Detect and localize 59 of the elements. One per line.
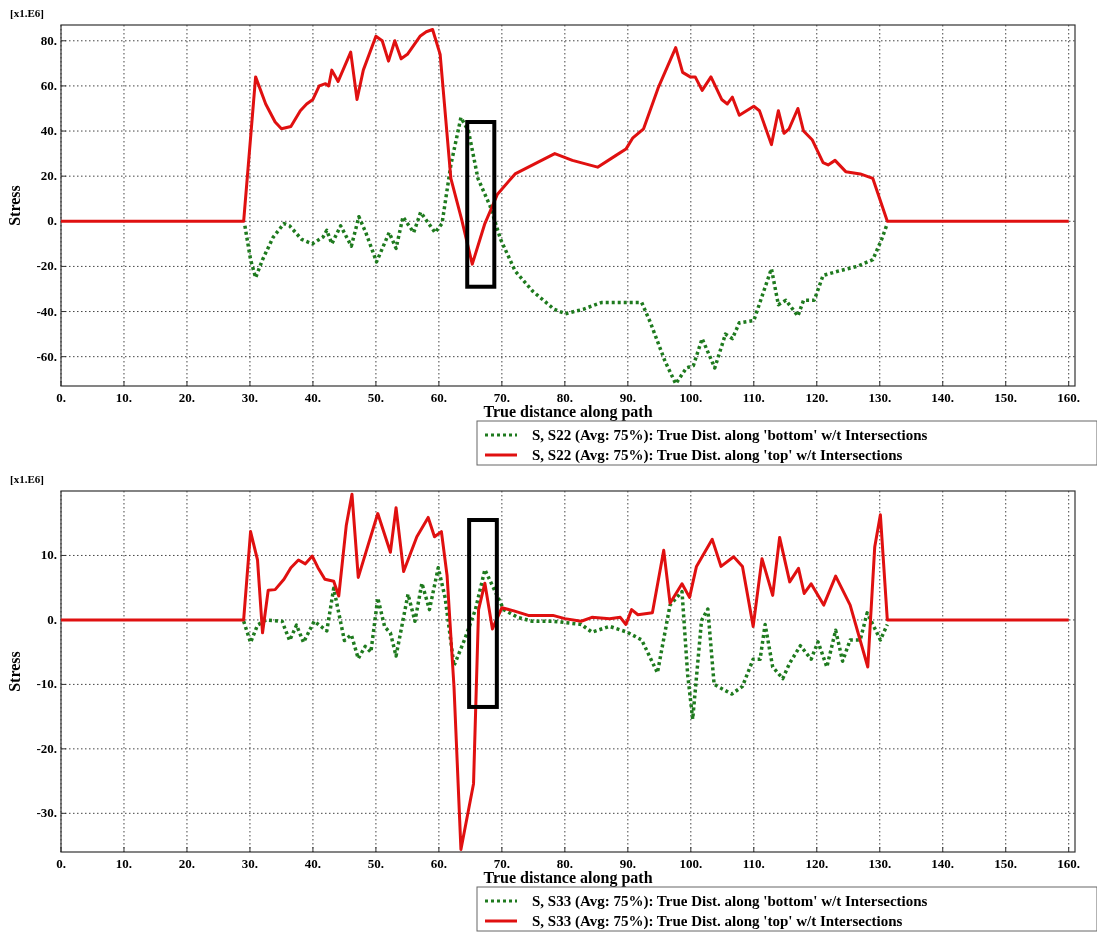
- x-tick-label: 90.: [619, 390, 636, 405]
- legend-label: S, S33 (Avg: 75%): True Dist. along 'bottom' w/t Intersections: [532, 893, 928, 910]
- y-tick-label: 10.: [40, 547, 57, 563]
- y-tick-label: 20.: [40, 168, 57, 184]
- x-tick-label: 140.: [931, 856, 955, 871]
- text: [x1.E6]: [10, 473, 44, 485]
- x-tick-label: 30.: [241, 856, 259, 871]
- x-tick-label: 100.: [679, 390, 703, 405]
- x-tick-label: 160.: [1057, 390, 1081, 405]
- x-tick-label: 60.: [430, 390, 448, 405]
- y-tick-label: 0.: [47, 213, 57, 229]
- line-series: [243, 115, 890, 386]
- y-tick-label: -60.: [36, 348, 57, 364]
- x-tick-label: 130.: [868, 856, 892, 871]
- x-tick-label: 10.: [115, 390, 133, 405]
- x-tick-label: 90.: [619, 856, 636, 871]
- y-axis-title: Stress: [6, 185, 23, 226]
- x-tick-label: 10.: [115, 856, 133, 871]
- y-tick-label: 0.: [47, 611, 57, 627]
- text: [x1.E6]: [10, 7, 44, 19]
- x-tick-label: 100.: [679, 856, 703, 871]
- line-series: [59, 492, 1071, 851]
- x-axis-title: True distance along path: [483, 869, 653, 887]
- line-series: [241, 565, 890, 721]
- x-tick-label: 120.: [805, 856, 829, 871]
- x-tick-label: 150.: [994, 856, 1018, 871]
- y-tick-label: -10.: [36, 676, 57, 692]
- y-tick-label: -20.: [36, 740, 57, 756]
- x-tick-label: 130.: [868, 390, 892, 405]
- x-tick-label: 50.: [367, 390, 385, 405]
- y-tick-label: -40.: [36, 303, 57, 319]
- x-tick-label: 30.: [241, 390, 259, 405]
- legend-label: S, S22 (Avg: 75%): True Dist. along 'top' w/t Intersections: [532, 447, 903, 464]
- x-tick-label: 150.: [994, 390, 1018, 405]
- y-tick-label: -30.: [36, 805, 57, 821]
- x-tick-label: 110.: [742, 856, 765, 871]
- x-tick-label: 80.: [556, 856, 573, 871]
- x-tick-label: 50.: [367, 856, 385, 871]
- y-axis-title: Stress: [6, 651, 23, 692]
- legend-label: S, S22 (Avg: 75%): True Dist. along 'bottom' w/t Intersections: [532, 427, 928, 444]
- x-tick-label: 40.: [304, 856, 322, 871]
- y-tick-label: 60.: [40, 77, 57, 93]
- x-tick-label: 20.: [178, 390, 196, 405]
- x-tick-label: 160.: [1057, 856, 1081, 871]
- y-tick-label: -20.: [36, 258, 57, 274]
- x-tick-label: 60.: [430, 856, 448, 871]
- legend-label: S, S33 (Avg: 75%): True Dist. along 'top' w/t Intersections: [532, 913, 903, 930]
- y-tick-label: 80.: [40, 32, 57, 48]
- x-tick-label: 20.: [178, 856, 196, 871]
- x-tick-label: 70.: [493, 390, 510, 405]
- x-tick-label: 40.: [304, 390, 322, 405]
- x-axis-title: True distance along path: [483, 403, 653, 421]
- line-series: [59, 28, 1071, 266]
- x-tick-label: 140.: [931, 390, 955, 405]
- y-tick-label: 40.: [40, 123, 57, 139]
- x-tick-label: 110.: [742, 390, 765, 405]
- x-tick-label: 80.: [556, 390, 573, 405]
- x-tick-label: 120.: [805, 390, 829, 405]
- x-tick-label: 70.: [493, 856, 510, 871]
